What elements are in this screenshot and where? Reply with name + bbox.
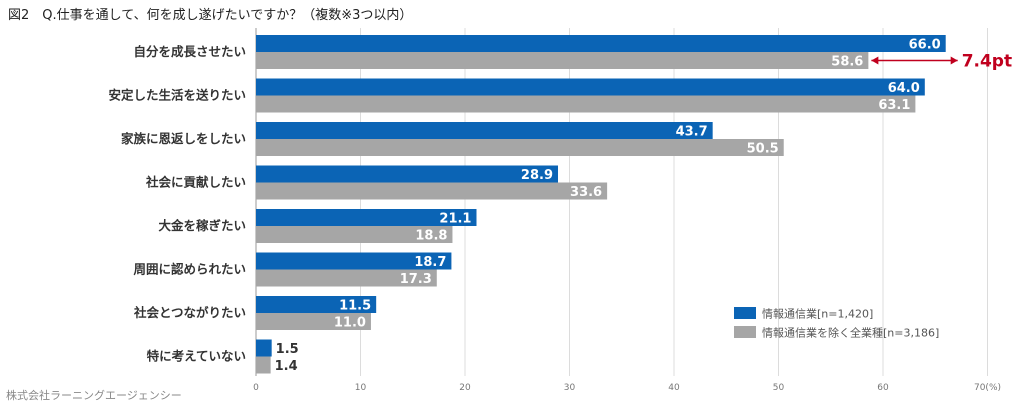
data-label: 64.0 xyxy=(888,81,920,96)
x-tick-label: 40 xyxy=(668,383,680,393)
bar-series1 xyxy=(256,339,272,357)
data-label: 18.8 xyxy=(415,229,447,244)
bar-series2 xyxy=(256,269,437,287)
bar-series2 xyxy=(256,226,453,243)
x-tick-label: 10 xyxy=(355,383,367,393)
data-label: 43.7 xyxy=(676,125,708,140)
bar-series1 xyxy=(256,209,477,226)
bar-series1 xyxy=(256,296,377,313)
legend-swatch xyxy=(734,326,756,338)
x-tick-label: 20 xyxy=(459,383,471,393)
data-label: 33.6 xyxy=(570,185,602,200)
legend-label: 情報通信業を除く全業種[n=3,186] xyxy=(762,326,939,340)
bar-series2 xyxy=(256,139,784,156)
bar-series1 xyxy=(256,78,925,96)
annotation-arrowhead-right xyxy=(950,56,958,65)
annotation-arrowhead-left xyxy=(871,56,879,65)
bar-series2 xyxy=(256,52,869,69)
x-tick-label: 0 xyxy=(253,383,259,393)
category-label: 社会とつながりたい xyxy=(133,305,246,320)
category-label: 家族に恩返しをしたい xyxy=(121,131,246,146)
chart-title: 図2 Q.仕事を通して、何を成し遂げたいですか？（複数※3つ以内） xyxy=(8,8,413,23)
x-tick-label: 60 xyxy=(877,383,889,393)
bar-series2 xyxy=(256,95,916,113)
data-label: 58.6 xyxy=(831,55,863,70)
category-label: 自分を成長させたい xyxy=(133,44,246,59)
x-tick-label: 70(%) xyxy=(974,383,1001,393)
category-label: 社会に貢献したい xyxy=(145,175,246,190)
data-label: 11.0 xyxy=(334,316,366,331)
data-label: 63.1 xyxy=(878,98,910,113)
x-tick-label: 50 xyxy=(773,383,785,393)
data-label: 11.5 xyxy=(339,299,371,314)
annotation-label: 7.4pt xyxy=(962,52,1012,72)
data-label: 21.1 xyxy=(439,212,471,227)
bar-series1 xyxy=(256,165,559,183)
category-label: 周囲に認められたい xyxy=(133,262,246,277)
source-credit: 株式会社ラーニングエージェンシー xyxy=(6,389,182,402)
legend-swatch xyxy=(734,307,756,319)
data-label: 50.5 xyxy=(747,142,779,157)
x-tick-label: 30 xyxy=(564,383,576,393)
data-label: 18.7 xyxy=(414,255,446,270)
bar-series1 xyxy=(256,122,713,139)
data-label: 1.4 xyxy=(275,359,298,374)
category-label: 特に考えていない xyxy=(147,349,246,364)
data-label: 28.9 xyxy=(521,168,553,183)
data-label: 17.3 xyxy=(400,272,432,287)
legend-label: 情報通信業[n=1,420] xyxy=(762,308,873,321)
bar-series1 xyxy=(256,252,452,270)
bar-series2 xyxy=(256,313,371,330)
category-label: 安定した生活を送りたい xyxy=(108,88,246,103)
bar-series1 xyxy=(256,35,946,52)
bar-series2 xyxy=(256,356,271,374)
data-label: 66.0 xyxy=(909,38,941,53)
data-label: 1.5 xyxy=(276,342,299,357)
bar-series2 xyxy=(256,182,608,200)
category-label: 大金を稼ぎたい xyxy=(158,218,246,233)
